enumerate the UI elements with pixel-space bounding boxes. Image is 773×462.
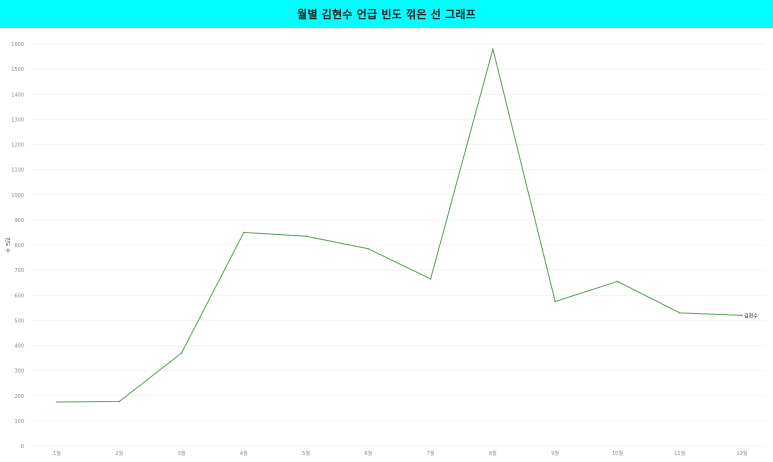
data-point [616, 280, 619, 283]
x-tick-label: 4월 [240, 450, 248, 457]
data-point [56, 401, 58, 403]
y-tick-label: 300 [14, 369, 24, 375]
x-tick-label: 5월 [302, 450, 310, 457]
y-tick-label: 0 [21, 444, 24, 450]
data-point [741, 314, 743, 317]
x-tick-label: 11월 [674, 450, 685, 457]
series-end-label: 김현수 [744, 312, 758, 319]
x-tick-label: 7월 [427, 450, 435, 457]
y-tick-label: 100 [14, 419, 24, 425]
chart-header: 월별 김현수 언급 빈도 꺾은 선 그래프 [0, 0, 773, 28]
y-axis-ticks: 0 100 200 300 400 500 600 700 800 900 1000 1100 1200… [11, 42, 24, 450]
y-tick-label: 600 [14, 293, 24, 299]
line-chart: 0 100 200 300 400 500 600 700 800 900 1000 1100 1200… [4, 42, 765, 457]
data-point [180, 352, 183, 354]
y-tick-label: 1300 [11, 117, 24, 123]
y-tick-label: 1000 [11, 193, 24, 199]
x-tick-label: 12월 [737, 450, 748, 457]
y-axis-label: 빈도 수 [4, 237, 11, 253]
y-tick-label: 800 [14, 243, 24, 249]
y-tick-label: 700 [14, 268, 24, 274]
x-tick-label: 8월 [489, 450, 497, 457]
x-tick-label: 1월 [53, 450, 61, 457]
x-axis-ticks: 1월 2월 3월 4월 5월 6월 7월 8월 9월 10월 11월 12월 [53, 450, 748, 457]
data-point [305, 235, 307, 238]
y-tick-label: 1400 [11, 92, 24, 98]
y-tick-label: 900 [14, 218, 24, 224]
series-layer: 김현수 [56, 48, 758, 403]
data-point [367, 247, 370, 250]
y-tick-label: 200 [14, 394, 24, 400]
y-tick-label: 400 [14, 344, 24, 350]
data-point [678, 312, 681, 314]
y-tick-label: 1600 [11, 42, 24, 48]
y-tick-label: 500 [14, 318, 24, 324]
gridlines [30, 43, 765, 447]
x-tick-label: 6월 [364, 450, 372, 457]
data-point [492, 48, 494, 50]
y-tick-label: 1100 [11, 168, 24, 174]
data-point [554, 300, 556, 303]
y-tick-label: 1500 [11, 67, 24, 73]
data-point [243, 231, 245, 234]
chart-area: 0 100 200 300 400 500 600 700 800 900 1000 1100 1200… [0, 28, 773, 458]
data-point [118, 400, 121, 403]
x-tick-label: 3월 [178, 450, 186, 457]
y-tick-label: 1200 [11, 143, 24, 149]
series-line [56, 48, 743, 403]
x-tick-label: 10월 [612, 450, 623, 457]
x-tick-label: 9월 [551, 450, 559, 457]
chart-title: 월별 김현수 언급 빈도 꺾은 선 그래프 [297, 8, 476, 21]
data-point [429, 278, 432, 280]
x-tick-label: 2월 [115, 450, 123, 457]
